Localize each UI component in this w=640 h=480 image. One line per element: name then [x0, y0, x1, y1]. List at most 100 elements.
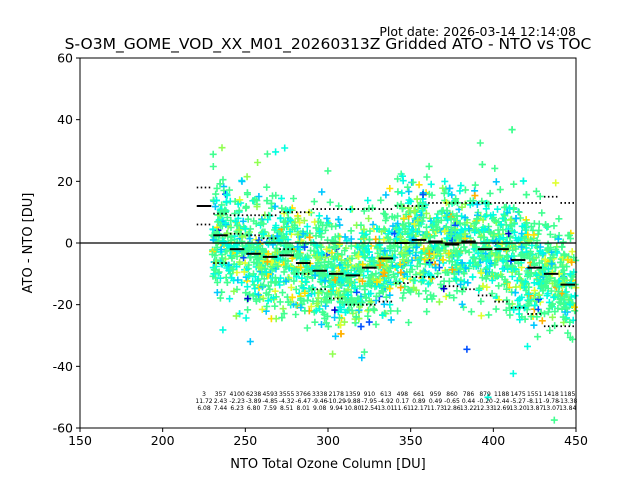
scatter-point: [301, 243, 309, 251]
scatter-point: [446, 291, 453, 299]
bin-stat-value: 1359: [345, 391, 360, 398]
scatter-point: [323, 299, 331, 307]
scatter-point: [566, 318, 574, 326]
scatter-point: [410, 235, 418, 243]
scatter-point: [386, 185, 394, 192]
scatter-point: [322, 254, 329, 261]
scatter-point: [458, 203, 466, 211]
scatter-point: [242, 314, 250, 322]
scatter-point: [504, 261, 512, 269]
scatter-point: [538, 317, 546, 325]
scatter-point: [242, 289, 250, 297]
scatter-point: [488, 290, 496, 297]
scatter-point: [539, 249, 546, 257]
scatter-point: [336, 221, 344, 229]
scatter-point: [328, 281, 336, 288]
scatter-point: [362, 294, 370, 302]
scatter-point: [561, 293, 569, 301]
scatter-point: [240, 268, 248, 276]
scatter-point: [515, 235, 523, 243]
bin-stat-value: 12.69: [493, 405, 510, 412]
bin-stat-value: 11.61: [394, 405, 411, 412]
scatter-point: [476, 139, 484, 147]
scatter-point: [216, 294, 224, 302]
scatter-point: [260, 281, 267, 289]
scatter-point: [469, 273, 477, 281]
scatter-point: [302, 278, 310, 286]
scatter-point: [209, 163, 217, 170]
scatter-point: [293, 252, 301, 260]
scatter-point: [376, 261, 384, 269]
scatter-point: [523, 219, 531, 227]
scatter-point: [339, 264, 347, 272]
scatter-point: [394, 212, 402, 220]
scatter-point: [382, 191, 390, 199]
scatter-point: [399, 172, 406, 180]
scatter-point: [320, 258, 328, 266]
scatter-point: [478, 161, 486, 168]
scatter-point: [409, 178, 417, 186]
scatter-point: [510, 219, 518, 227]
scatter-point: [427, 271, 435, 279]
scatter-point: [372, 235, 380, 243]
scatter-point: [340, 287, 348, 295]
scatter-point: [514, 296, 522, 304]
scatter-point: [211, 203, 219, 211]
scatter-point: [495, 282, 503, 290]
scatter-point: [419, 214, 427, 222]
bin-stat-value: 860: [446, 391, 458, 398]
scatter-point: [399, 205, 406, 213]
scatter-point: [292, 311, 300, 318]
bin-stat-value: 0.49: [429, 398, 443, 405]
scatter-point: [280, 223, 288, 231]
scatter-point: [209, 225, 217, 233]
scatter-point: [347, 296, 355, 304]
plot-date-label: Plot date: 2026-03-14 12:14:08: [379, 24, 576, 39]
scatter-point: [226, 295, 234, 303]
scatter-point: [491, 217, 498, 224]
scatter-point: [209, 236, 217, 244]
scatter-point: [543, 275, 551, 283]
scatter-point: [415, 222, 423, 230]
scatter-point: [407, 261, 415, 269]
scatter-point: [394, 243, 402, 251]
scatter-point: [522, 240, 530, 248]
bin-stat-value: 0.89: [412, 398, 426, 405]
scatter-point: [560, 266, 568, 274]
scatter-point: [319, 308, 327, 316]
scatter-point: [274, 262, 282, 270]
scatter-point: [331, 238, 339, 245]
x-tick-label: 350: [399, 433, 423, 448]
scatter-point: [402, 211, 410, 218]
scatter-point: [235, 226, 243, 234]
scatter-point: [544, 245, 552, 253]
scatter-point: [431, 242, 439, 250]
bin-stat-value: 10.80: [344, 405, 361, 412]
scatter-point: [236, 196, 244, 204]
scatter-point: [562, 288, 570, 296]
scatter-point: [231, 198, 239, 205]
scatter-point: [403, 243, 410, 251]
bin-stat-value: -9.88: [345, 398, 361, 405]
scatter-point: [408, 266, 416, 274]
bin-stat-value: 13.22: [460, 405, 477, 412]
scatter-point: [442, 214, 450, 222]
scatter-point: [364, 312, 372, 320]
scatter-point: [309, 297, 317, 305]
scatter-point: [491, 261, 499, 269]
scatter-point: [297, 296, 304, 304]
scatter-point: [252, 295, 260, 303]
scatter-point: [539, 287, 547, 295]
scatter-point: [559, 238, 567, 246]
scatter-point: [508, 240, 516, 248]
scatter-point: [351, 285, 359, 292]
scatter-point: [314, 294, 322, 302]
scatter-point: [357, 297, 365, 305]
scatter-point: [372, 270, 380, 278]
x-axis-label: NTO Total Ozone Column [DU]: [230, 457, 426, 472]
scatter-point: [394, 188, 402, 196]
scatter-point: [535, 259, 543, 267]
scatter-point: [358, 354, 366, 362]
scatter-point: [464, 279, 472, 287]
bin-stat-value: 1475: [510, 391, 525, 398]
